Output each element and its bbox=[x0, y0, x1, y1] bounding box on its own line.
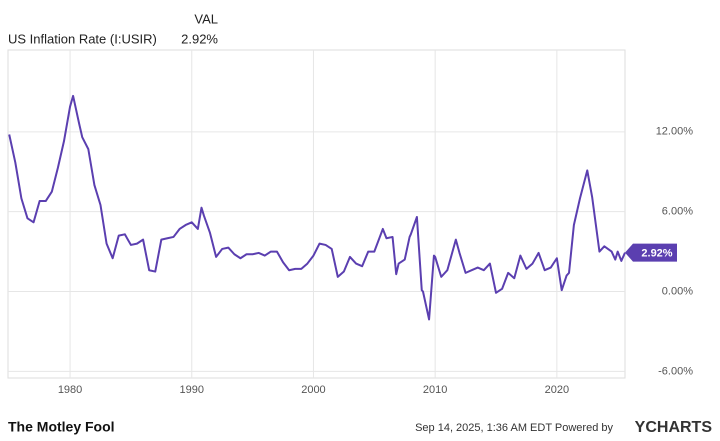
last-value-tag bbox=[625, 243, 677, 262]
line-series bbox=[8, 94, 626, 321]
plot-frame bbox=[7, 49, 626, 379]
provider: YCHARTS bbox=[635, 419, 713, 436]
x-tick-label: 2000 bbox=[301, 384, 325, 396]
brand: The Motley Fool bbox=[8, 419, 115, 435]
last-value-label: 2.92% bbox=[641, 248, 672, 260]
header-value: 2.92% bbox=[181, 31, 218, 46]
y-tick-label: 0.00% bbox=[662, 285, 693, 297]
x-tick-label: 1980 bbox=[58, 384, 82, 396]
y-tick-label: 12.00% bbox=[656, 126, 694, 138]
x-tick-label: 2010 bbox=[423, 384, 447, 396]
y-tick-label: -6.00% bbox=[658, 365, 693, 377]
column-label: VAL bbox=[194, 11, 218, 26]
series-label: US Inflation Rate (I:USIR) bbox=[8, 31, 157, 46]
timestamp: Sep 14, 2025, 1:36 AM EDT Powered by bbox=[415, 422, 613, 434]
x-tick-label: 2020 bbox=[545, 384, 569, 396]
x-tick-label: 1990 bbox=[180, 384, 204, 396]
y-tick-label: 6.00% bbox=[662, 206, 693, 218]
